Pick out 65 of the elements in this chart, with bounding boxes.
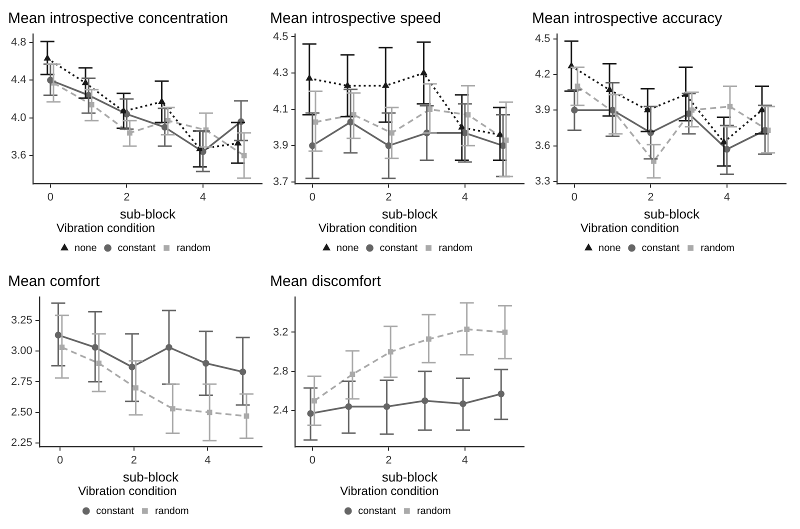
x-tick-label: 4 xyxy=(462,191,468,204)
y-tick-label: 3.6 xyxy=(10,150,26,162)
legend-label: random xyxy=(700,242,734,254)
x-tick-label: 4 xyxy=(462,454,468,466)
chart-title: Mean discomfort xyxy=(270,273,382,290)
x-axis-title: sub-block xyxy=(644,206,700,222)
x-tick-label: 2 xyxy=(386,191,392,204)
y-tick-label: 4.8 xyxy=(10,36,26,49)
x-axis-title: sub-block xyxy=(382,469,438,484)
y-tick-label: 4.4 xyxy=(10,74,26,86)
x-tick-label: 4 xyxy=(200,191,206,204)
chart-title: Mean introspective speed xyxy=(270,10,441,28)
y-tick-label: 3.25 xyxy=(10,314,32,326)
y-tick-label: 2.50 xyxy=(10,406,32,418)
x-tick-label: 2 xyxy=(386,454,392,466)
x-tick-label: 0 xyxy=(309,454,316,466)
legend-title: Vibration condition xyxy=(318,220,418,235)
y-tick-label: 4.0 xyxy=(10,112,26,124)
y-tick-label: 3.9 xyxy=(272,140,288,152)
y-tick-label: 3.2 xyxy=(272,326,288,338)
y-tick-label: 4.5 xyxy=(534,32,550,45)
legend-label: random xyxy=(438,242,472,254)
x-tick-label: 0 xyxy=(309,191,316,204)
x-tick-label: 4 xyxy=(724,191,730,204)
legend-label: constant xyxy=(96,506,134,517)
x-tick-label: 0 xyxy=(571,191,578,204)
legend-title: Vibration condition xyxy=(56,220,156,235)
legend-label: constant xyxy=(118,242,156,254)
chart-title: Mean comfort xyxy=(8,273,101,290)
legend-title: Vibration condition xyxy=(340,484,439,498)
x-tick-label: 2 xyxy=(648,191,654,204)
legend-label: none xyxy=(336,242,360,254)
legend-label: none xyxy=(598,242,622,254)
legend-label: random xyxy=(176,242,210,254)
x-axis-title: sub-block xyxy=(120,206,176,222)
x-tick-label: 2 xyxy=(130,454,137,466)
x-tick-label: 0 xyxy=(57,454,64,466)
legend-label: constant xyxy=(358,506,396,517)
x-axis-title: sub-block xyxy=(122,469,180,484)
y-tick-label: 3.7 xyxy=(272,176,288,188)
legend-title: Vibration condition xyxy=(78,484,177,498)
legend-label: none xyxy=(74,242,98,254)
x-tick-label: 4 xyxy=(204,454,211,466)
legend-label: constant xyxy=(380,242,418,254)
legend-label: random xyxy=(154,506,189,517)
y-tick-label: 3.00 xyxy=(10,345,32,358)
y-tick-label: 4.5 xyxy=(272,30,288,43)
y-tick-label: 3.9 xyxy=(534,104,550,116)
y-tick-label: 2.75 xyxy=(10,376,32,388)
y-tick-label: 4.1 xyxy=(272,103,288,116)
y-tick-label: 3.3 xyxy=(534,175,550,188)
x-tick-label: 2 xyxy=(124,191,130,204)
legend-label: constant xyxy=(642,242,680,254)
y-tick-label: 2.25 xyxy=(10,437,32,450)
x-tick-label: 0 xyxy=(47,191,54,204)
x-axis-title: sub-block xyxy=(382,206,438,222)
y-tick-label: 3.6 xyxy=(534,140,550,152)
y-tick-label: 2.4 xyxy=(272,404,288,417)
legend-title: Vibration condition xyxy=(580,220,680,235)
chart-title: Mean introspective concentration xyxy=(8,10,228,28)
y-tick-label: 4.3 xyxy=(272,67,288,80)
legend-label: random xyxy=(416,506,451,517)
y-tick-label: 4.2 xyxy=(534,68,550,80)
chart-title: Mean introspective accuracy xyxy=(532,10,723,28)
y-tick-label: 2.8 xyxy=(272,365,288,378)
